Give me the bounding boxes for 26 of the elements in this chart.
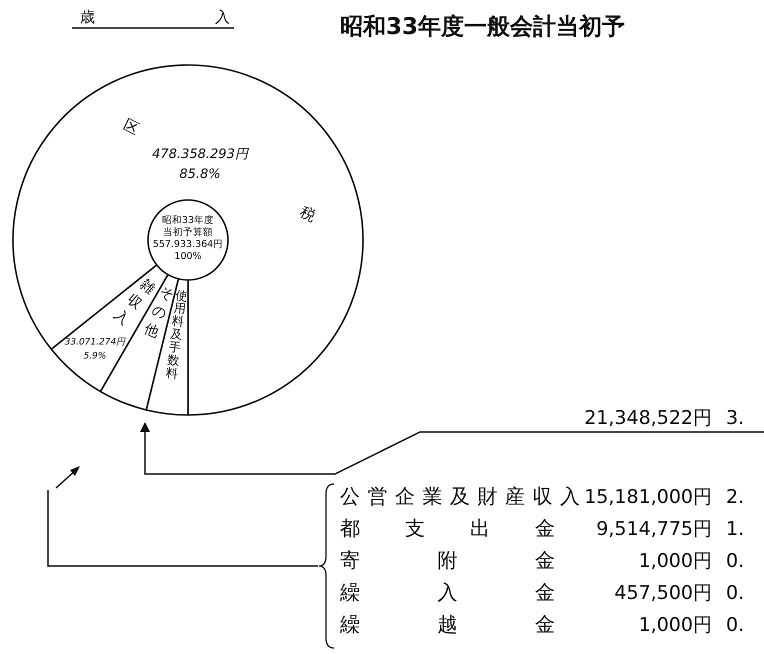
text: 1. [726,518,744,540]
text: 457,500円 [614,582,712,604]
text: 557.933.364円 [152,239,224,250]
text: 繰越金 [339,612,555,636]
text: 1,000円 [638,614,712,636]
text: 公営企業及財産収入 [340,484,580,508]
text: 繰入金 [339,580,555,604]
text: 昭和33年度 [162,214,214,226]
text: 3. [726,407,744,429]
text: 0. [726,614,744,636]
text: 2. [726,486,744,508]
data-label: 33.071.274円 5.9% [64,338,126,362]
text: 100% [174,251,202,262]
text: 15,181,000円 [584,486,712,508]
data-label: 478.358.293円 85.8% [152,147,249,182]
text: 9,514,775円 [596,518,712,540]
text: 都支出金 [340,516,555,540]
text: 1,000円 [638,550,712,572]
text: 当初予算額 [163,226,213,238]
pie-slice [12,64,364,416]
text: 0. [726,550,744,572]
text: 寄附金 [340,548,555,572]
text: 21,348,522円 [584,407,712,429]
text: 昭和33年度一般会計当初予 [340,13,626,40]
chart-subtitle: 歳入 [80,8,230,26]
text: 0. [726,582,744,604]
